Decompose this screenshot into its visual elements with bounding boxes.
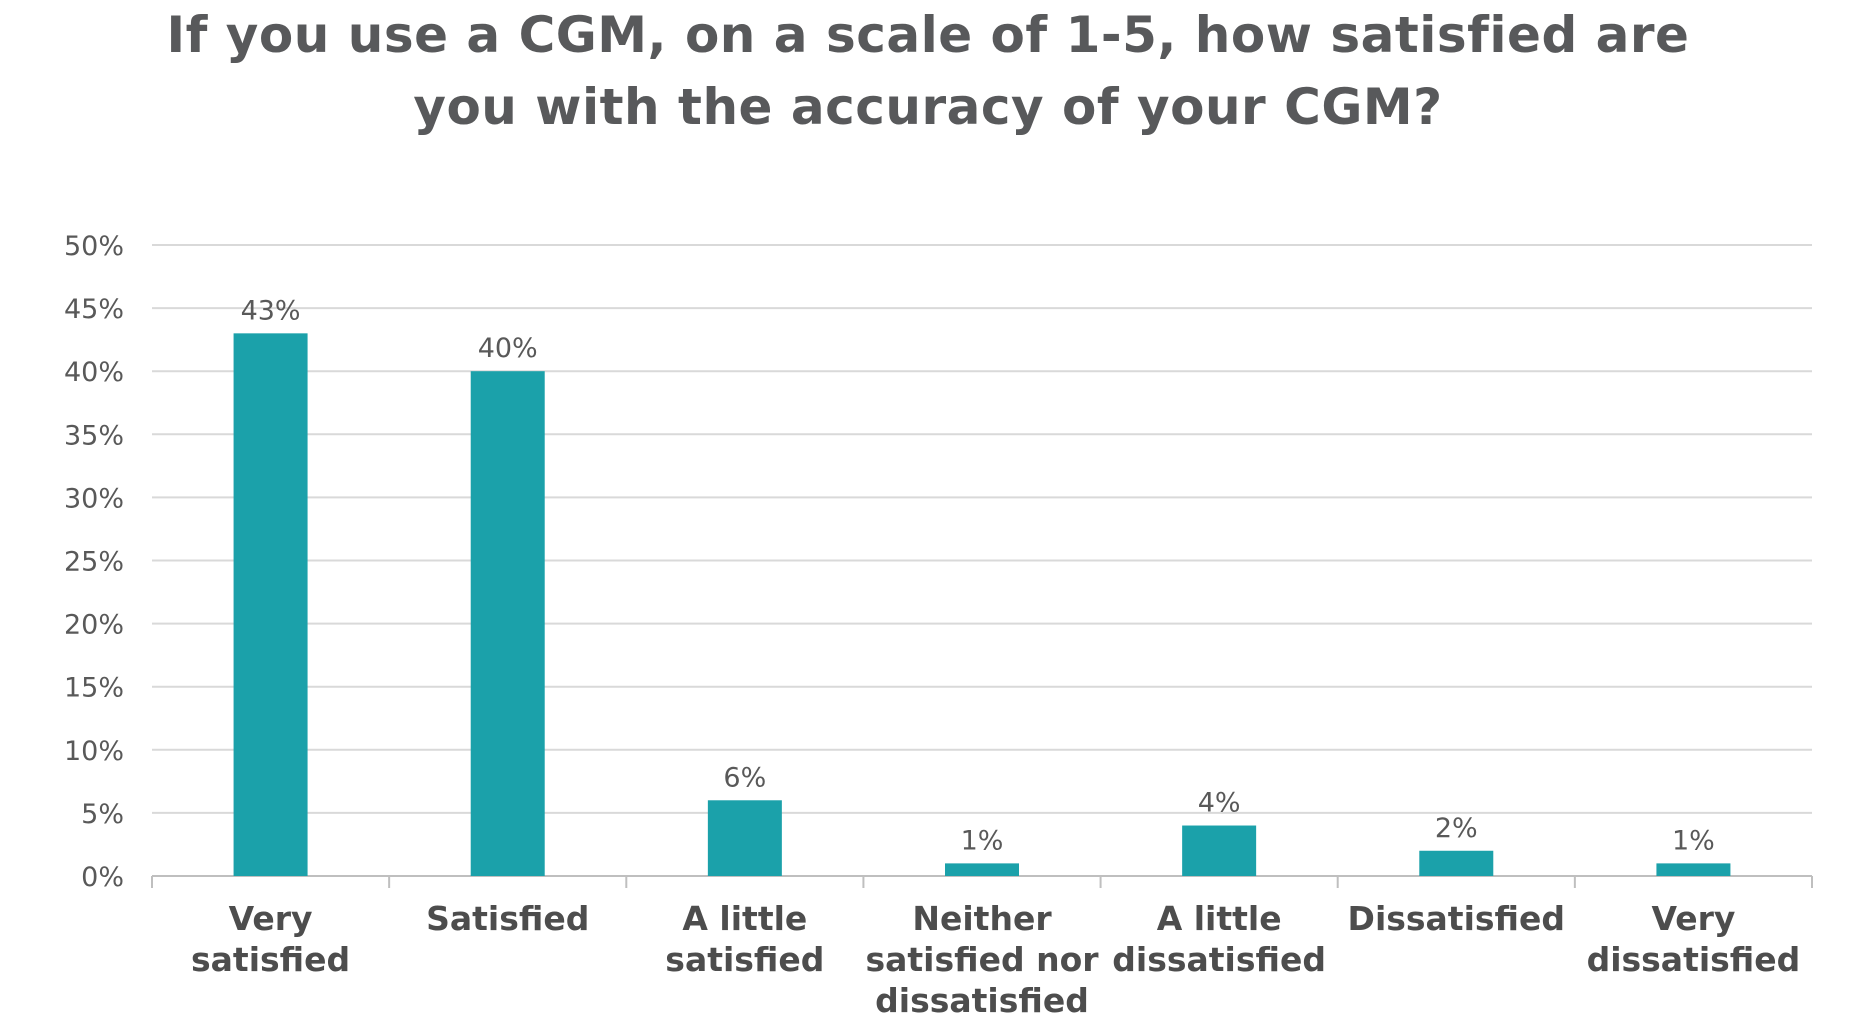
x-category-label-line: dissatisfied [1587, 940, 1801, 979]
x-category-label-line: Dissatisfied [1348, 899, 1565, 938]
x-category-label-line: Satisfied [426, 899, 589, 938]
bar [945, 863, 1019, 876]
x-category-label: A little dissatisfied [1112, 899, 1326, 979]
data-label: 1% [1672, 825, 1715, 856]
data-label: 2% [1435, 813, 1478, 844]
y-tick-label: 50% [64, 231, 124, 262]
chart-title-line-1: If you use a CGM, on a scale of 1-5, how… [166, 6, 1690, 64]
x-category-label-line: A little [682, 899, 807, 938]
x-category-label-line: satisfied [191, 940, 350, 979]
chart-title-line-2: you with the accuracy of your CGM? [413, 78, 1443, 136]
x-category-label-line: dissatisfied [875, 981, 1089, 1020]
x-category-label: Satisfied [426, 899, 589, 938]
y-tick-label: 40% [64, 357, 124, 388]
bar [707, 800, 782, 876]
y-tick-label: 45% [64, 294, 124, 325]
bar [233, 333, 308, 877]
y-tick-label: 20% [64, 610, 124, 641]
bar [1419, 850, 1494, 876]
bar [470, 371, 545, 876]
x-category-label-line: Neither [912, 899, 1052, 938]
x-category-label: A little satisfied [665, 899, 824, 979]
x-category-label-line: satisfied [665, 940, 824, 979]
bar [1656, 863, 1731, 876]
x-category-label-line: satisfied nor [865, 940, 1099, 979]
data-label: 4% [1198, 788, 1241, 819]
y-tick-label: 35% [64, 420, 124, 451]
data-label: 40% [478, 333, 538, 364]
x-category-label-line: A little [1157, 899, 1282, 938]
data-label: 43% [241, 295, 301, 326]
bar [1182, 825, 1257, 876]
x-category-label-line: Very [1651, 899, 1735, 938]
y-tick-label: 30% [64, 483, 124, 514]
y-tick-label: 15% [64, 673, 124, 704]
y-tick-label: 0% [81, 862, 124, 893]
x-category-label: Very satisfied [191, 899, 350, 979]
y-tick-label: 10% [64, 736, 124, 767]
x-category-label-line: Very [229, 899, 313, 938]
x-category-label: Neither satisfied nor dissatisfied [865, 899, 1099, 1020]
y-tick-label: 25% [64, 547, 124, 578]
data-label: 6% [723, 762, 766, 793]
data-label: 1% [961, 825, 1004, 856]
x-category-label: Dissatisfied [1348, 899, 1565, 938]
x-category-label-line: dissatisfied [1112, 940, 1326, 979]
y-tick-label: 5% [81, 799, 124, 830]
x-category-label: Very dissatisfied [1587, 899, 1801, 979]
